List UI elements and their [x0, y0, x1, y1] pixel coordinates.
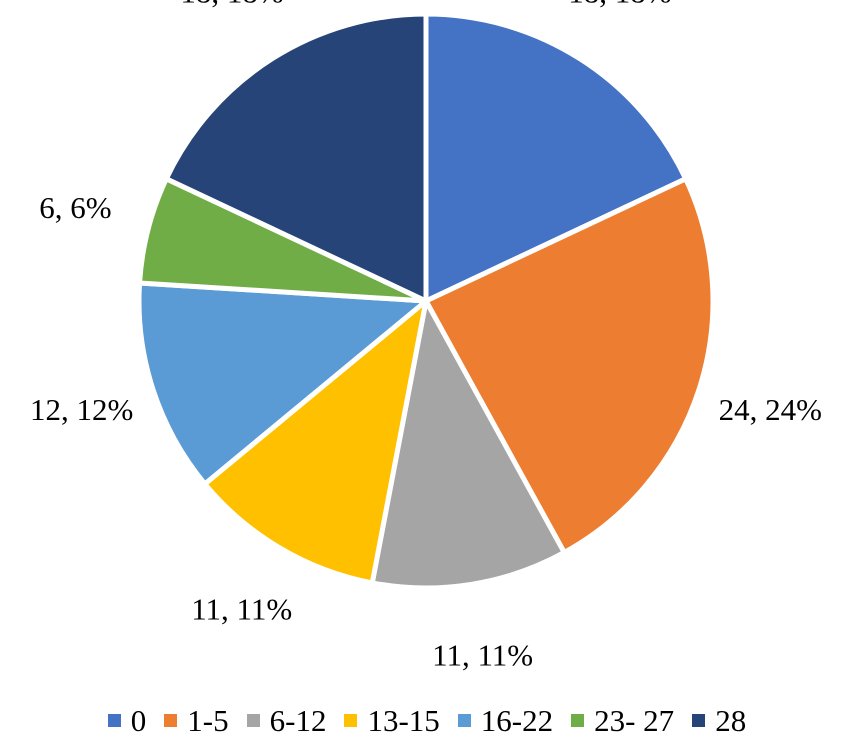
pie-slice-1-5 — [423, 176, 716, 555]
legend-label: 23- 27 — [594, 702, 675, 738]
pie-data-labels: 18, 18% 24, 24% 11, 11% 11, 11% 12, 12% 6, 6%… — [30, 0, 822, 673]
legend-swatch — [246, 713, 260, 727]
data-label-23-27: 6, 6% — [39, 190, 111, 225]
legend-item-0: 0 — [107, 702, 147, 738]
legend-label: 16-22 — [480, 702, 554, 738]
pie-slice-16-22 — [136, 280, 429, 487]
data-label-13-15: 11, 11% — [191, 592, 292, 627]
pie-slice-6-12 — [369, 298, 567, 591]
legend-swatch — [457, 713, 471, 727]
legend-swatch — [571, 713, 585, 727]
data-label-0: 18, 18% — [568, 0, 671, 9]
legend-item-16-22: 16-22 — [457, 702, 554, 738]
legend-label: 13-15 — [367, 702, 440, 738]
data-label-16-22: 12, 12% — [30, 392, 133, 427]
legend-swatch — [344, 713, 358, 727]
chart-legend: 0 1-5 6-12 13-15 16-22 23- 27 28 — [0, 700, 854, 740]
pie-slice-13-15 — [202, 298, 429, 586]
legend-swatch — [692, 713, 706, 727]
legend-item-6-12: 6-12 — [246, 702, 327, 738]
pie-slice-0 — [423, 11, 689, 304]
legend-item-1-5: 1-5 — [164, 702, 229, 738]
legend-label: 0 — [130, 702, 147, 738]
legend-item-28: 28 — [692, 705, 746, 736]
pie-slices — [136, 11, 716, 591]
legend-label: 1-5 — [187, 702, 229, 738]
legend-item-13-15: 13-15 — [344, 702, 440, 738]
legend-swatch — [107, 713, 121, 727]
data-label-6-12: 11, 11% — [432, 638, 533, 673]
pie-slice-28 — [163, 11, 429, 304]
data-label-1-5: 24, 24% — [719, 392, 822, 427]
legend-swatch — [164, 713, 178, 727]
legend-label: 28 — [715, 702, 747, 738]
data-label-28: 18, 18% — [180, 0, 283, 9]
legend-item-23-27: 23- 27 — [571, 705, 674, 736]
legend-label: 6-12 — [269, 702, 327, 738]
